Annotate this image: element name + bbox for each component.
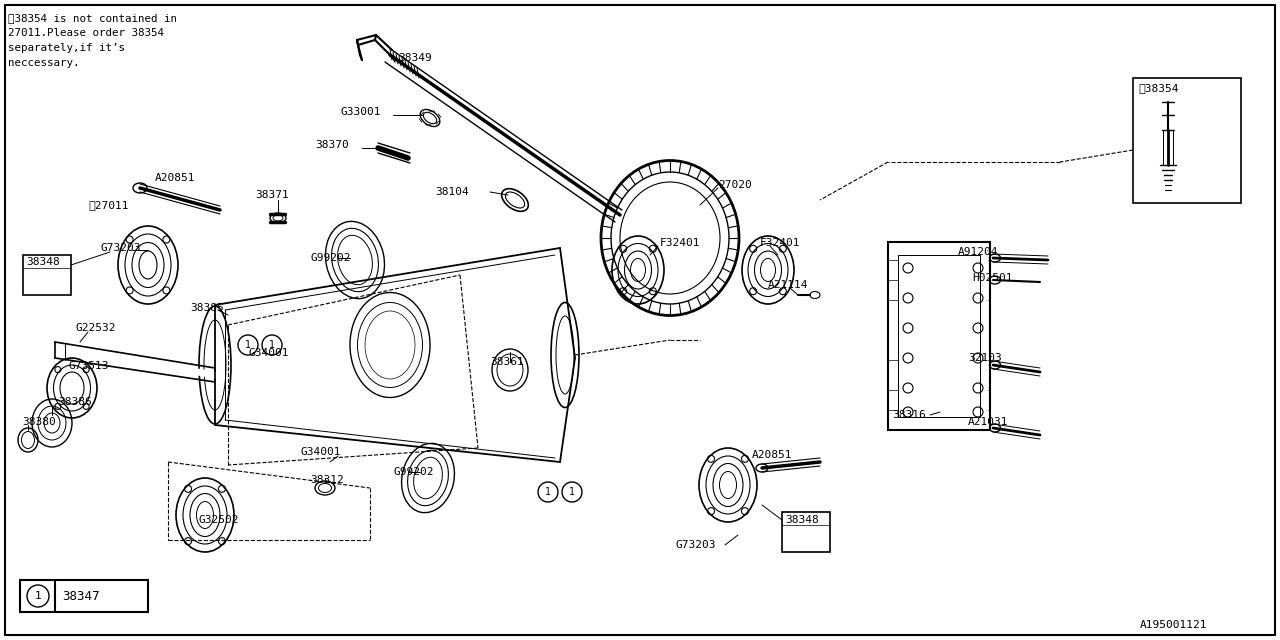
Text: G73203: G73203 <box>100 243 141 253</box>
Text: 1: 1 <box>545 487 550 497</box>
Text: G34001: G34001 <box>300 447 340 457</box>
Text: 38370: 38370 <box>315 140 348 150</box>
Text: 38371: 38371 <box>255 190 289 200</box>
Text: G33001: G33001 <box>340 107 380 117</box>
Text: 38316: 38316 <box>892 410 925 420</box>
Text: 1: 1 <box>35 591 41 601</box>
Text: 38385: 38385 <box>189 303 224 313</box>
Text: 1: 1 <box>269 340 275 350</box>
Text: F32401: F32401 <box>760 238 800 248</box>
Bar <box>23 255 70 295</box>
Text: F32401: F32401 <box>660 238 700 248</box>
Text: A91204: A91204 <box>957 247 998 257</box>
Text: 38312: 38312 <box>310 475 344 485</box>
Text: 27020: 27020 <box>718 180 751 190</box>
Text: 38347: 38347 <box>61 589 100 602</box>
Text: 1: 1 <box>244 340 251 350</box>
Text: G73203: G73203 <box>675 540 716 550</box>
Text: 38361: 38361 <box>490 357 524 367</box>
Text: 38380: 38380 <box>22 417 56 427</box>
Text: A195001121: A195001121 <box>1140 620 1207 630</box>
Text: A21114: A21114 <box>768 280 809 290</box>
Text: G34001: G34001 <box>248 348 288 358</box>
Text: 38348: 38348 <box>26 257 60 267</box>
Text: 38349: 38349 <box>398 53 431 63</box>
Text: A21031: A21031 <box>968 417 1009 427</box>
Text: G22532: G22532 <box>76 323 115 333</box>
Text: ‸38354 is not contained in: ‸38354 is not contained in <box>8 13 177 23</box>
Text: H02501: H02501 <box>972 273 1012 283</box>
Text: ‸27011: ‸27011 <box>88 200 128 210</box>
Text: 38348: 38348 <box>785 515 819 525</box>
Text: G99202: G99202 <box>310 253 351 263</box>
Text: 38386: 38386 <box>58 397 92 407</box>
Bar <box>20 580 148 612</box>
Bar <box>1133 78 1242 203</box>
Text: ‸38354: ‸38354 <box>1138 83 1179 93</box>
Text: A20851: A20851 <box>155 173 196 183</box>
Text: neccessary.: neccessary. <box>8 58 79 68</box>
Bar <box>782 512 829 552</box>
Text: separately,if it’s: separately,if it’s <box>8 43 125 53</box>
Bar <box>899 255 980 417</box>
Text: 27011.Please order 38354: 27011.Please order 38354 <box>8 28 164 38</box>
Text: 1: 1 <box>570 487 575 497</box>
Bar <box>888 242 989 430</box>
Text: G73513: G73513 <box>68 361 109 371</box>
Text: A20851: A20851 <box>753 450 792 460</box>
Text: G32502: G32502 <box>198 515 238 525</box>
Text: G99202: G99202 <box>393 467 434 477</box>
Text: 38104: 38104 <box>435 187 468 197</box>
Text: 32103: 32103 <box>968 353 1002 363</box>
